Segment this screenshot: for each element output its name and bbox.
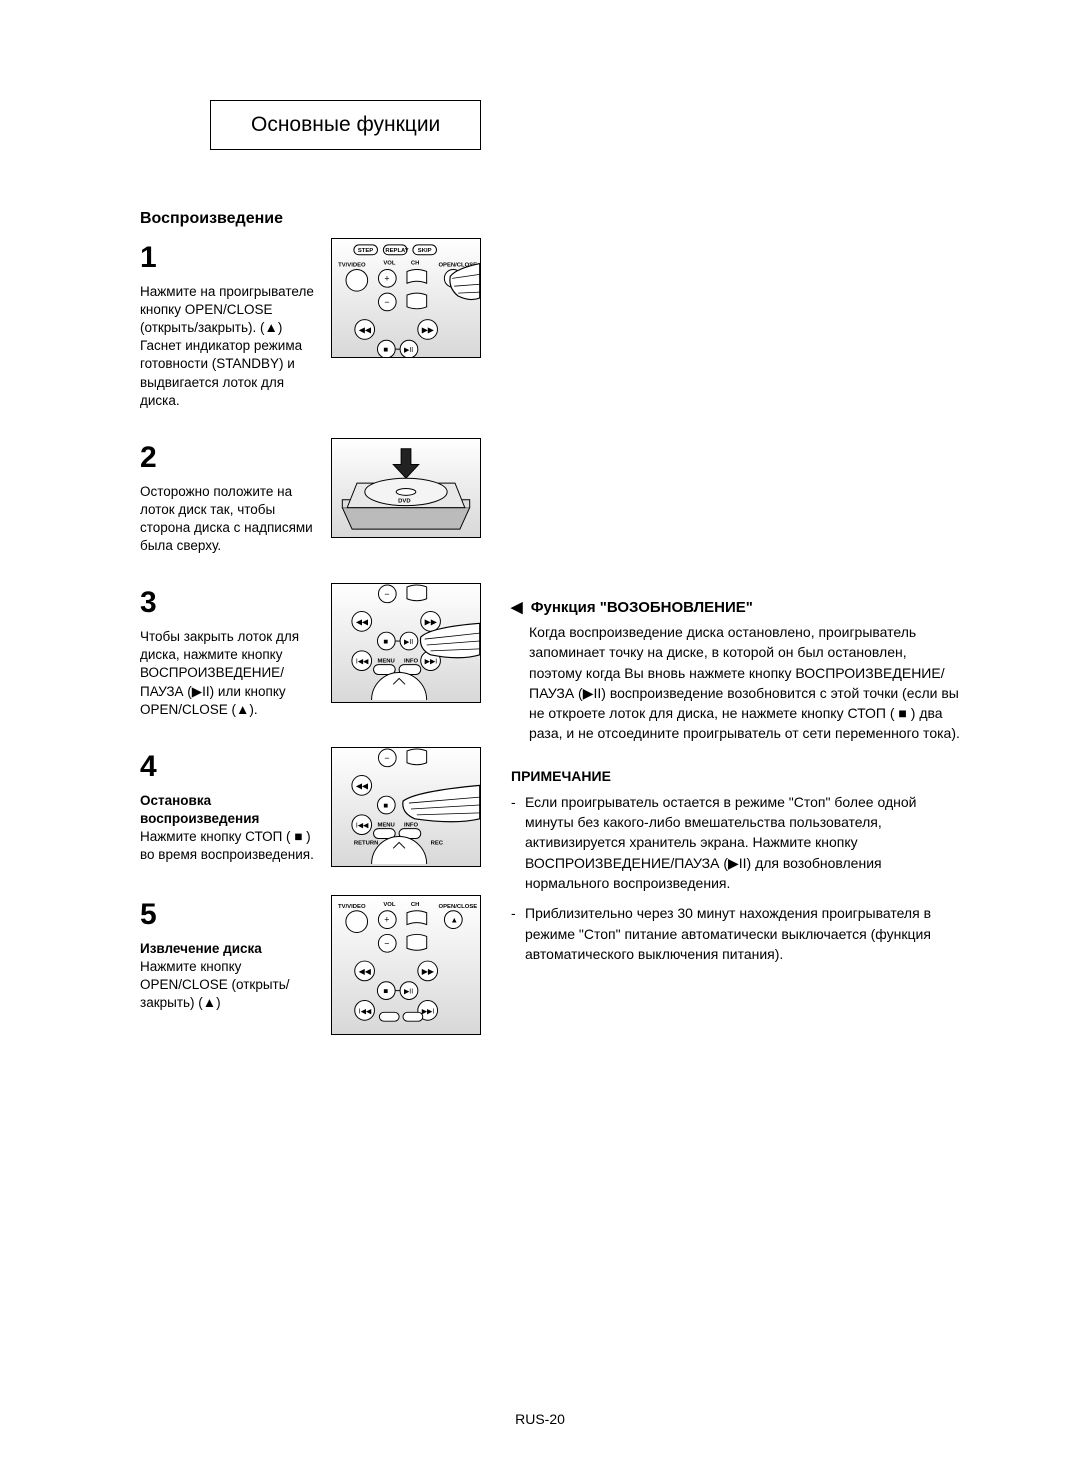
resume-section: ◀ Функция "ВОЗОБНОВЛЕНИЕ" Когда воспроиз… [511,598,960,744]
section-header: Воспроизведение [140,210,960,228]
svg-text:▶▶: ▶▶ [425,618,438,627]
step-5-number: 5 [140,895,315,936]
svg-text:I◀◀: I◀◀ [359,1008,372,1015]
svg-text:▶II: ▶II [404,639,413,646]
right-column: ◀ Функция "ВОЗОБНОВЛЕНИЕ" Когда воспроиз… [511,238,960,1063]
step-2-number: 2 [140,438,315,479]
svg-text:MENU: MENU [377,823,394,829]
step-3: 3 Чтобы закрыть лоток для диска, нажмите… [140,583,481,719]
step-3-illustration: − ◀◀ ▶▶ ■ ▶II I◀◀ ▶▶I MENU INFO [331,583,481,703]
dash-bullet: - [511,903,525,964]
svg-text:▲: ▲ [450,916,458,925]
svg-text:OPEN/CLOSE: OPEN/CLOSE [439,904,478,910]
svg-text:RETURN: RETURN [354,840,379,846]
svg-text:REPLAY: REPLAY [385,248,408,254]
page-title: Основные функции [251,113,440,136]
svg-text:SKIP: SKIP [418,248,432,254]
step-1-body: Нажмите на проигрывателе кнопку OPEN/CLO… [140,284,314,408]
left-column: 1 Нажмите на проигрывателе кнопку OPEN/C… [140,238,481,1063]
step-4: 4 Остановка воспроизведения Нажмите кноп… [140,747,481,867]
svg-text:TV/VIDEO: TV/VIDEO [338,263,366,269]
svg-text:STEP: STEP [358,248,373,254]
svg-text:▶▶I: ▶▶I [425,659,438,666]
disc-tray-icon: DVD [332,439,480,537]
step-5-text: 5 Извлечение диска Нажмите кнопку OPEN/C… [140,895,315,1012]
svg-text:CH: CH [411,902,420,908]
step-1: 1 Нажмите на проигрывателе кнопку OPEN/C… [140,238,481,410]
svg-text:◀◀: ◀◀ [359,325,372,334]
step-2: 2 Осторожно положите на лоток диск так, … [140,438,481,555]
svg-text:INFO: INFO [404,823,418,829]
svg-text:◀◀: ◀◀ [356,618,369,627]
svg-text:◀◀: ◀◀ [359,967,372,976]
step-3-text: 3 Чтобы закрыть лоток для диска, нажмите… [140,583,315,719]
resume-title: Функция "ВОЗОБНОВЛЕНИЕ" [531,599,753,616]
step-5-illustration: TV/VIDEO VOL CH OPEN/CLOSE + ▲ − ◀◀ ▶▶ ■… [331,895,481,1035]
svg-text:−: − [384,753,389,763]
resume-body: Когда воспроизведение диска остановлено,… [529,622,960,744]
note-header: ПРИМЕЧАНИЕ [511,768,960,784]
remote-full-icon: TV/VIDEO VOL CH OPEN/CLOSE + ▲ − ◀◀ ▶▶ ■… [332,896,480,1034]
svg-text:+: + [384,273,389,283]
remote-stop-icon: − ◀◀ ■ I◀◀ MENU INFO RETURN REC [332,748,480,866]
svg-text:−: − [384,589,389,599]
svg-text:DVD: DVD [398,499,410,505]
step-5-body: Нажмите кнопку OPEN/CLOSE (открыть/закры… [140,959,290,1010]
svg-text:▶▶: ▶▶ [422,967,435,976]
remote-top-icon: STEP REPLAY SKIP TV/VIDEO VOL CH OPEN/CL… [332,239,480,357]
step-5-subtitle: Извлечение диска [140,941,262,956]
svg-text:▶II: ▶II [404,989,413,996]
svg-text:−: − [384,297,389,307]
remote-play-icon: − ◀◀ ▶▶ ■ ▶II I◀◀ ▶▶I MENU INFO [332,584,480,702]
note-1-text: Если проигрыватель остается в режиме "Ст… [525,792,960,893]
step-3-body: Чтобы закрыть лоток для диска, нажмите к… [140,629,299,717]
page-title-box: Основные функции [210,100,481,150]
step-3-number: 3 [140,583,315,624]
step-2-text: 2 Осторожно положите на лоток диск так, … [140,438,315,555]
svg-text:▶II: ▶II [404,347,413,354]
svg-text:REC: REC [431,840,444,846]
svg-text:◀◀: ◀◀ [356,781,369,790]
svg-text:MENU: MENU [377,659,394,665]
svg-text:▶▶: ▶▶ [422,325,435,334]
step-2-illustration: DVD [331,438,481,538]
main-columns: 1 Нажмите на проигрывателе кнопку OPEN/C… [140,238,960,1063]
svg-text:■: ■ [383,637,388,646]
svg-text:I◀◀: I◀◀ [356,659,369,666]
step-4-number: 4 [140,747,315,788]
svg-text:■: ■ [383,801,388,810]
svg-text:VOL: VOL [383,902,396,908]
resume-header: ◀ Функция "ВОЗОБНОВЛЕНИЕ" [511,598,960,616]
step-4-illustration: − ◀◀ ■ I◀◀ MENU INFO RETURN REC [331,747,481,867]
svg-text:I◀◀: I◀◀ [356,823,369,830]
svg-text:VOL: VOL [383,261,396,267]
svg-text:INFO: INFO [404,659,418,665]
svg-text:−: − [384,938,389,948]
step-4-subtitle: Остановка воспроизведения [140,793,259,826]
note-2-text: Приблизительно через 30 минут нахождения… [525,903,960,964]
svg-text:TV/VIDEO: TV/VIDEO [338,904,366,910]
step-4-text: 4 Остановка воспроизведения Нажмите кноп… [140,747,315,864]
svg-text:■: ■ [383,987,388,996]
svg-text:CH: CH [411,261,420,267]
step-4-body: Нажмите кнопку СТОП ( ■ ) во время воспр… [140,829,314,862]
step-1-number: 1 [140,238,315,279]
dash-bullet: - [511,792,525,893]
note-item-1: - Если проигрыватель остается в режиме "… [511,792,960,893]
step-5: 5 Извлечение диска Нажмите кнопку OPEN/C… [140,895,481,1035]
svg-text:■: ■ [383,345,388,354]
step-1-text: 1 Нажмите на проигрывателе кнопку OPEN/C… [140,238,315,410]
page-footer: RUS-20 [0,1411,1080,1427]
svg-text:▶▶I: ▶▶I [422,1008,435,1015]
step-2-body: Осторожно положите на лоток диск так, чт… [140,484,313,554]
triangle-bullet-icon: ◀ [511,599,523,616]
note-item-2: - Приблизительно через 30 минут нахожден… [511,903,960,964]
step-1-illustration: STEP REPLAY SKIP TV/VIDEO VOL CH OPEN/CL… [331,238,481,358]
svg-text:+: + [384,915,389,925]
